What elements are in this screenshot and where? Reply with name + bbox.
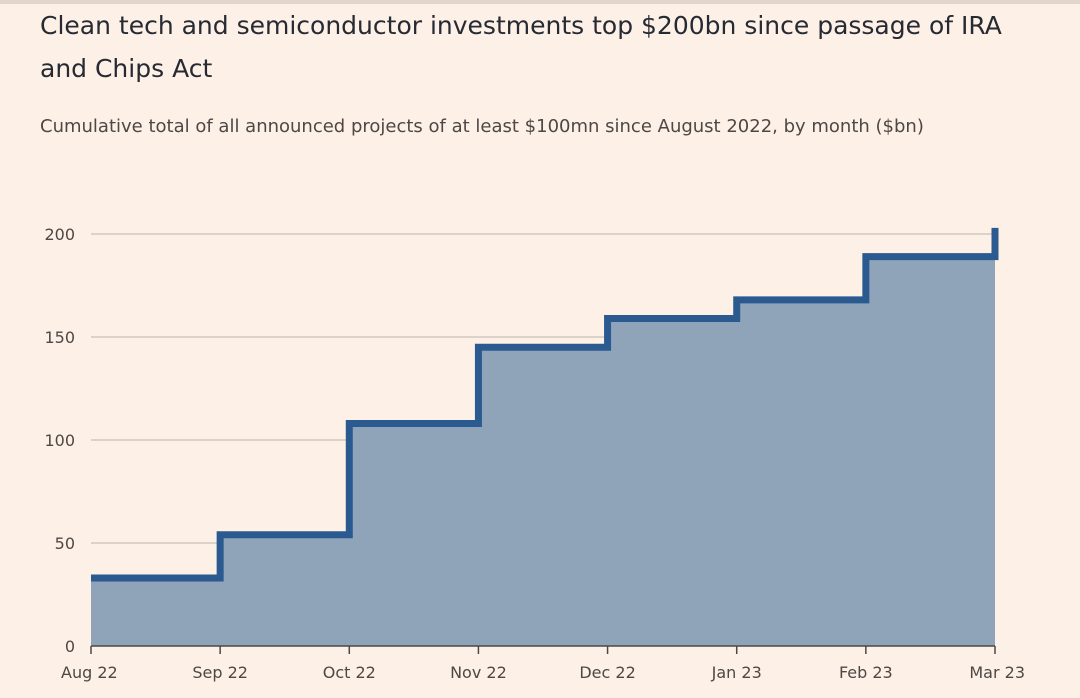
cumulative-area bbox=[91, 227, 995, 646]
tick-labels: 0 50 100 150 200 Aug 22 Sep 22 Oct 22 Nov 22 Dec … bbox=[44, 225, 1025, 682]
x-tick-label: Nov 22 bbox=[450, 663, 507, 682]
top-rule bbox=[0, 0, 1080, 4]
y-tick-label-150: 150 bbox=[44, 328, 75, 347]
x-tick-label: Feb 23 bbox=[839, 663, 893, 682]
y-tick-label-0: 0 bbox=[65, 637, 75, 656]
y-tick-label-50: 50 bbox=[55, 534, 75, 553]
x-tick-label: Mar 23 bbox=[969, 663, 1025, 682]
cumulative-step-line bbox=[91, 227, 999, 582]
x-tick-label: Aug 22 bbox=[61, 663, 118, 682]
y-tick-label-100: 100 bbox=[44, 431, 75, 450]
axes bbox=[90, 645, 996, 654]
x-tick-label: Jan 23 bbox=[711, 663, 762, 682]
y-tick-label-200: 200 bbox=[44, 225, 75, 244]
chart-subtitle: Cumulative total of all announced projec… bbox=[40, 116, 924, 137]
x-tick-label: Sep 22 bbox=[192, 663, 248, 682]
x-tick-label: Dec 22 bbox=[579, 663, 635, 682]
chart-title: Clean tech and semiconductor investments… bbox=[40, 11, 1002, 83]
x-tick-label: Oct 22 bbox=[323, 663, 376, 682]
